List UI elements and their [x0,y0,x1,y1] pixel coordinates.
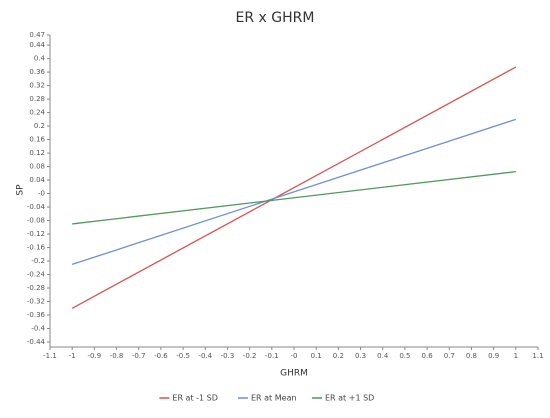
y-tick-label: 0.32 [29,82,45,90]
y-tick-label: -0.08 [27,217,45,225]
x-tick-label: 0.9 [488,352,499,360]
x-tick-label: 0.2 [333,352,344,360]
y-tick-label: 0.47 [29,31,45,39]
y-tick-label: -0.24 [27,271,46,279]
y-tick-label: -0 [38,190,45,198]
x-tick-label: 0.4 [377,352,389,360]
y-tick-label: 0.36 [29,68,45,76]
series-line [72,170,516,225]
y-tick-label: 0.08 [29,163,45,171]
x-tick-label: 1.1 [532,352,543,360]
y-tick-label: 0.24 [29,109,45,117]
y-tick-label: -0.2 [31,257,45,265]
x-tick-label: 0.7 [444,352,455,360]
x-tick-label: 0.8 [466,352,477,360]
x-tick-label: 1 [514,352,518,360]
y-tick-label: -0.28 [27,284,45,292]
x-tick-label: -1.1 [43,352,57,360]
y-tick-label: 0.28 [29,95,45,103]
y-tick-label: 0.16 [29,136,45,144]
x-tick-label: -0.6 [154,352,168,360]
x-tick-label: 0.5 [399,352,410,360]
y-tick-label: 0.2 [34,122,45,130]
y-tick-label: 0.12 [29,149,45,157]
x-tick-label: 0.3 [355,352,366,360]
y-tick-label: 0.4 [34,55,46,63]
x-axis-title: GHRM [280,369,308,379]
y-tick-label: -0.36 [27,311,46,319]
x-tick-label: -0.7 [132,352,146,360]
chart-title: ER x GHRM [236,10,315,26]
x-tick-label: -0.8 [110,352,124,360]
x-tick-label: -0.9 [88,352,102,360]
legend-label: ER at Mean [251,394,297,403]
y-tick-label: -0.16 [27,244,46,252]
series-line [71,118,517,266]
y-tick-label: -0.04 [27,203,46,211]
y-tick-label: -0.4 [31,325,45,333]
x-tick-label: -0.3 [221,352,235,360]
x-tick-label: -0.4 [198,352,212,360]
x-tick-label: -0.5 [176,352,190,360]
y-tick-label: -0.32 [27,298,45,306]
x-tick-label: -0 [291,352,298,360]
x-tick-label: -0.1 [265,352,279,360]
legend-label: ER at +1 SD [325,394,374,403]
series-line [71,66,517,309]
y-tick-label: 0.44 [29,41,45,49]
x-tick-label: 0.6 [422,352,434,360]
y-tick-label: -0.44 [27,338,46,346]
x-tick-label: 0.1 [311,352,322,360]
y-tick-label: -0.12 [27,230,45,238]
x-tick-label: -1 [69,352,76,360]
y-tick-label: 0.04 [29,176,45,184]
x-tick-label: -0.2 [243,352,257,360]
legend-label: ER at -1 SD [172,394,218,403]
y-axis-title: SP [16,184,26,196]
